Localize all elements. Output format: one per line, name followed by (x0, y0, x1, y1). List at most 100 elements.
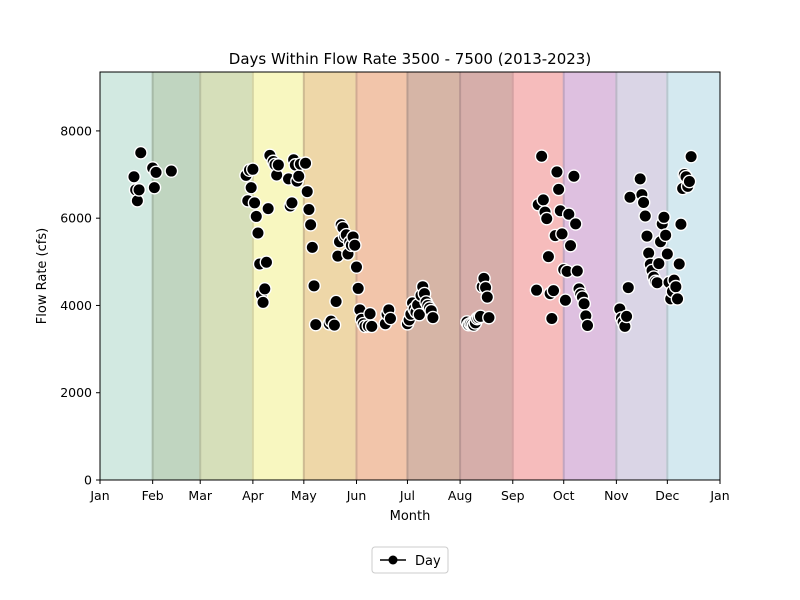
month-band-apr (252, 72, 304, 480)
data-point (619, 309, 634, 324)
y-tick-label: 2000 (60, 385, 92, 400)
data-point (249, 209, 264, 224)
data-point (426, 310, 440, 325)
y-tick-label: 6000 (60, 211, 92, 226)
legend: Day (371, 546, 449, 574)
x-tick-label: Oct (553, 488, 575, 503)
data-point (329, 294, 344, 309)
data-point (660, 247, 675, 261)
data-point (529, 283, 544, 298)
month-band-jul (407, 72, 461, 480)
data-point (245, 162, 260, 177)
data-point (251, 226, 265, 240)
data-point (257, 281, 272, 296)
data-point (327, 318, 342, 332)
data-point (256, 295, 270, 310)
x-tick-label: Jan (89, 488, 109, 503)
data-point (650, 275, 665, 290)
data-points (127, 145, 699, 334)
data-point (668, 279, 683, 294)
data-point (561, 207, 576, 222)
month-bands (100, 72, 720, 480)
x-tick-label: Nov (604, 488, 629, 503)
x-tick-label: Dec (655, 488, 679, 503)
y-axis-ticks: 0 2000 4000 6000 8000 (60, 123, 100, 488)
data-point (580, 318, 595, 333)
data-point (132, 182, 146, 197)
x-axis-label: Month (390, 509, 431, 524)
month-band-oct (563, 72, 617, 480)
data-point (149, 165, 163, 180)
data-point (641, 246, 656, 260)
x-tick-label: Jan (709, 488, 729, 503)
data-point (636, 195, 651, 210)
y-tick-label: 8000 (60, 123, 92, 138)
data-point (570, 264, 585, 278)
data-point (259, 255, 274, 270)
data-point (147, 180, 162, 195)
data-point (291, 169, 306, 184)
data-point (534, 149, 549, 164)
data-point (568, 216, 583, 231)
data-point (536, 192, 551, 207)
plot-frame (99, 71, 721, 481)
chart-title: Days Within Flow Rate 3500 - 7500 (2013-… (229, 50, 591, 68)
data-point (302, 202, 316, 217)
data-point (558, 293, 573, 308)
month-band-may (303, 72, 357, 480)
data-point (550, 165, 564, 179)
data-point (305, 240, 320, 255)
data-point (672, 257, 687, 271)
y-tick-label: 0 (84, 473, 92, 488)
data-point (383, 311, 398, 326)
data-point (307, 278, 321, 293)
x-tick-label: May (291, 488, 317, 503)
data-point (623, 190, 637, 205)
data-point (127, 169, 141, 184)
data-point (567, 169, 581, 184)
data-point (551, 182, 566, 197)
legend-label: Day (415, 554, 441, 569)
y-tick-label: 4000 (60, 298, 92, 313)
data-point (247, 196, 262, 210)
legend-marker (388, 555, 398, 565)
x-tick-label: Jun (346, 488, 367, 503)
x-tick-label: Mar (188, 488, 212, 503)
data-point (363, 306, 377, 321)
data-point (651, 256, 666, 271)
data-point (164, 164, 179, 178)
data-point (621, 280, 636, 295)
y-axis-label: Flow Rate (cfs) (35, 228, 50, 324)
month-band-jan (100, 72, 153, 480)
data-point (298, 156, 313, 171)
data-point (638, 209, 653, 223)
x-tick-label: Aug (448, 488, 472, 503)
data-point (285, 196, 299, 210)
data-point (539, 211, 554, 226)
data-point (300, 184, 315, 199)
data-point (244, 180, 259, 195)
data-point (546, 283, 561, 298)
data-point (674, 217, 688, 232)
month-band-feb (152, 72, 201, 480)
data-point (563, 238, 578, 253)
x-tick-label: Jul (399, 488, 415, 503)
data-point (303, 217, 318, 232)
data-point (351, 281, 366, 296)
x-tick-label: Feb (142, 488, 164, 503)
data-point (412, 307, 427, 322)
month-band-sep (512, 72, 564, 480)
legend-box (371, 546, 449, 574)
data-point (657, 210, 671, 225)
data-point (480, 290, 495, 305)
x-tick-label: Apr (242, 488, 264, 503)
x-axis-ticks: Jan Feb Mar Apr May Jun Jul Aug Sep Oct Nov Dec Jan (89, 480, 730, 503)
data-point (633, 172, 648, 186)
data-point (658, 228, 673, 243)
data-point (349, 260, 364, 274)
month-band-mar (200, 72, 253, 480)
data-point (271, 158, 286, 172)
data-point (261, 201, 276, 216)
data-point (640, 229, 654, 243)
data-point (364, 319, 379, 334)
